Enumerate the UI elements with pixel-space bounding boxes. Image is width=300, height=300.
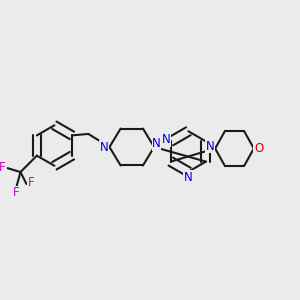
Text: F: F	[28, 176, 34, 189]
Text: N: N	[206, 140, 214, 153]
Text: O: O	[254, 142, 263, 155]
Text: F: F	[0, 161, 6, 174]
Text: N: N	[100, 140, 109, 154]
Text: N: N	[152, 137, 161, 150]
Text: N: N	[184, 171, 193, 184]
Text: N: N	[162, 134, 171, 146]
Text: F: F	[13, 186, 19, 200]
